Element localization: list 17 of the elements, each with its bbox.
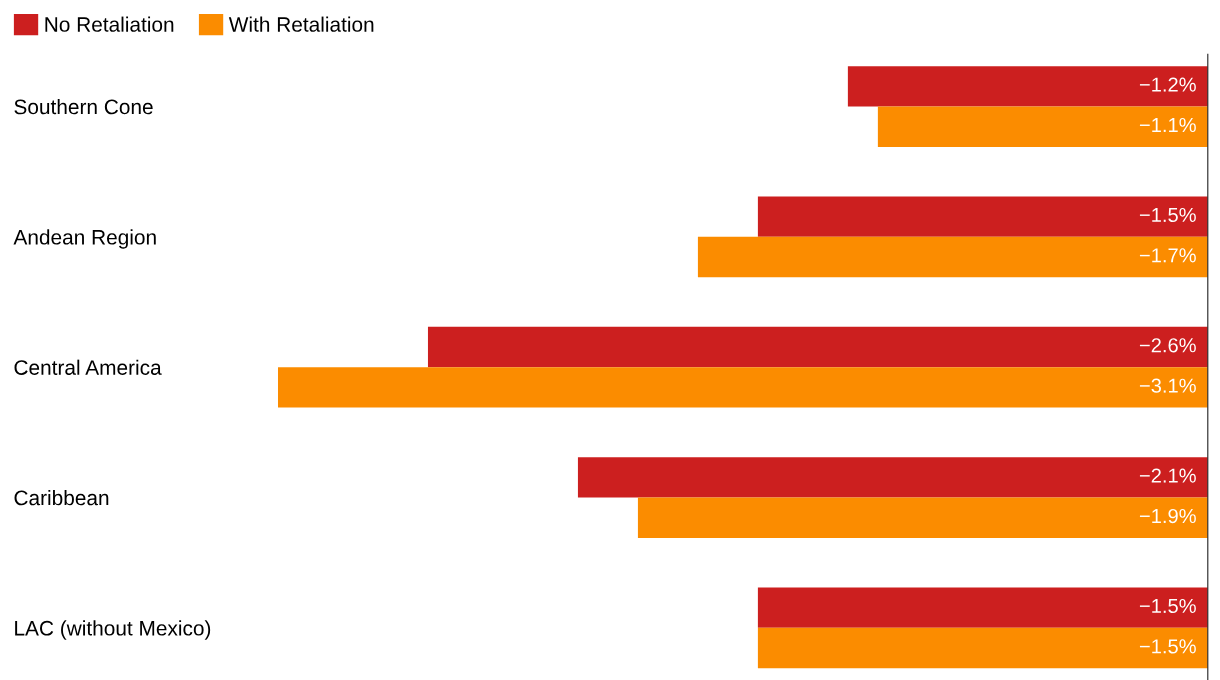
data-label: −1.2% (1139, 77, 1196, 92)
y-tick-label: Caribbean (14, 489, 109, 506)
data-label: −1.5% (1139, 207, 1196, 223)
data-label: −1.1% (1139, 117, 1196, 133)
legend-label: With Retaliation (228, 16, 374, 32)
legend-label: No Retaliation (45, 16, 174, 32)
data-label: −2.1% (1139, 468, 1196, 483)
data-label: −1.5% (1139, 598, 1196, 614)
data-label: −2.6% (1139, 338, 1196, 353)
data-label: −1.5% (1139, 639, 1196, 654)
data-label: −3.1% (1139, 378, 1196, 393)
y-tick-label: Central America (14, 359, 162, 375)
data-label: −1.7% (1139, 248, 1196, 263)
data-label: −1.9% (1139, 508, 1196, 524)
y-tick-label: Southern Cone (14, 98, 153, 115)
y-tick-label: LAC (without Mexico) (15, 620, 211, 640)
y-tick-label: Andean Region (13, 229, 156, 249)
